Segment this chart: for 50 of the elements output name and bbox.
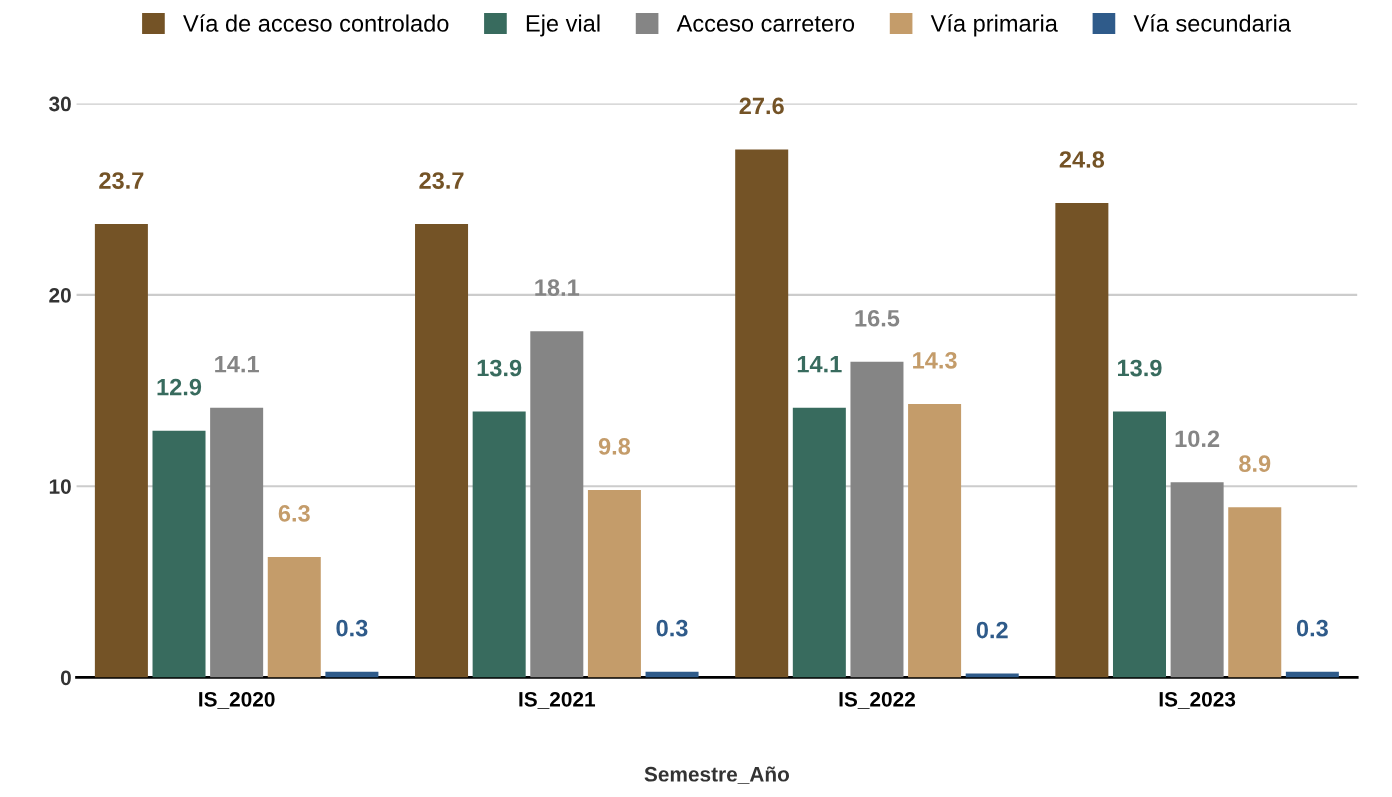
bar: [1228, 507, 1282, 678]
data-label: 16.5: [855, 309, 900, 327]
data-label: 12.9: [157, 378, 202, 396]
y-tick-label: 10: [49, 479, 71, 494]
data-label: 13.9: [1118, 359, 1162, 377]
data-label: 0.3: [656, 619, 688, 637]
data-label: 13.9: [477, 359, 522, 377]
data-label: 0.3: [336, 619, 368, 637]
bar: [587, 490, 641, 678]
bar: [735, 149, 789, 678]
bar: [850, 361, 904, 678]
data-label: 9.8: [598, 438, 631, 455]
legend-label: Eje vial: [526, 14, 600, 37]
data-label: 24.8: [1059, 151, 1105, 168]
bar: [1112, 411, 1166, 678]
data-label: 0.2: [976, 621, 1008, 639]
y-tick-label: 30: [49, 96, 71, 112]
bar: [210, 407, 264, 678]
bar: [267, 556, 321, 678]
data-label: 6.3: [278, 505, 310, 522]
bar: [94, 224, 148, 678]
data-label: 14.3: [913, 351, 957, 369]
x-tick-label: IS_2021: [519, 691, 596, 709]
bar: [1170, 482, 1224, 678]
bar: [415, 224, 469, 678]
legend-label: Vía primaria: [930, 14, 1058, 37]
data-label: 0.3: [1296, 619, 1328, 637]
legend-label: Vía de acceso controlado: [183, 14, 449, 32]
legend-label: Acceso carretero: [676, 15, 855, 32]
bar: [472, 411, 526, 678]
y-tick-label: 20: [49, 287, 71, 303]
bar: [1055, 203, 1109, 678]
x-axis-title: Semestre_Año: [644, 766, 790, 784]
data-label: 10.2: [1175, 430, 1220, 448]
data-label: 23.7: [419, 172, 464, 189]
data-label: 27.6: [739, 97, 784, 115]
data-label: 14.1: [215, 356, 259, 373]
y-tick-label: 0: [60, 670, 71, 686]
bar: [152, 430, 206, 678]
data-label: 14.1: [797, 356, 842, 373]
bar: [530, 331, 584, 678]
bar: [908, 403, 962, 678]
data-label: 18.1: [535, 279, 580, 297]
legend-label: Vía secundaria: [1133, 14, 1291, 32]
x-tick-label: IS_2020: [199, 691, 275, 709]
bar: [792, 407, 846, 678]
x-tick-label: IS_2023: [1159, 691, 1236, 709]
data-label: 23.7: [99, 172, 144, 189]
data-label: 8.9: [1239, 455, 1271, 472]
x-tick-label: IS_2022: [839, 691, 915, 709]
